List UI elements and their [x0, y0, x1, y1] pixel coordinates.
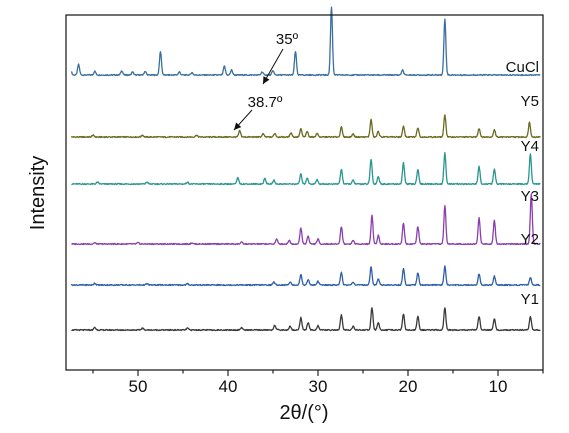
- y-axis-title: Intensity: [27, 156, 49, 230]
- series-label-y4: Y4: [521, 138, 539, 155]
- annotation-arrowhead: [263, 76, 270, 84]
- series-line-y3: [71, 193, 541, 246]
- annotation-label: 35º: [276, 31, 299, 48]
- series-line-y1: [71, 307, 541, 332]
- series-label-y1: Y1: [521, 291, 539, 308]
- series-line-y4: [71, 151, 541, 186]
- series-label-y3: Y3: [521, 188, 539, 205]
- plot-frame: [65, 14, 544, 371]
- series-line-y5: [70, 114, 541, 139]
- x-axis-ticks: 50 40 30 20 10: [92, 370, 544, 396]
- series-label-y5: Y5: [521, 93, 539, 110]
- series-label-y2: Y2: [521, 231, 539, 248]
- series-line-cucl: [70, 6, 541, 77]
- x-tick-label: 50: [129, 377, 148, 396]
- x-axis-title: 2θ/(°): [279, 402, 328, 424]
- series-layer: CuCl Y5 Y4 Y3 Y2 Y1: [70, 6, 541, 332]
- annotation-label: 38.7º: [248, 94, 283, 111]
- x-tick-label: 30: [309, 377, 328, 396]
- annotation-layer: 35º 38.7º: [233, 31, 299, 131]
- annotation-arrowhead: [234, 122, 242, 130]
- series-line-y2: [70, 265, 541, 287]
- series-label-cucl: CuCl: [506, 59, 539, 76]
- x-tick-label: 40: [219, 377, 238, 396]
- x-tick-label: 10: [489, 377, 508, 396]
- x-tick-label: 20: [399, 377, 418, 396]
